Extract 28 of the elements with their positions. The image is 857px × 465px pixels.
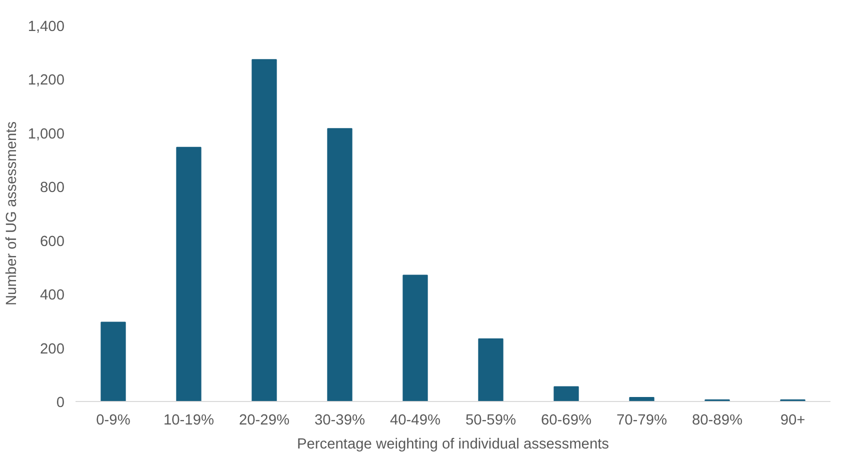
y-tick-label: 800	[40, 180, 65, 196]
y-tick-label: 1,200	[28, 72, 65, 89]
y-axis-title: Number of UG assessments	[4, 121, 20, 306]
bar	[252, 59, 277, 402]
bar	[478, 338, 504, 402]
bar	[176, 146, 202, 402]
x-tick-label: 0-9%	[96, 412, 130, 428]
y-tick-label: 1,400	[28, 19, 65, 35]
x-tick-label: 70-79%	[616, 412, 668, 428]
y-tick-label: 600	[40, 234, 65, 250]
x-tick-label: 50-59%	[465, 412, 516, 428]
x-tick-label: 40-49%	[390, 412, 441, 428]
x-axis-title: Percentage weighting of individual assessments	[296, 436, 610, 452]
x-tick-label: 60-69%	[540, 412, 592, 428]
x-tick-label: 10-19%	[163, 412, 214, 428]
x-tick-label: 90+	[780, 412, 806, 428]
x-tick-label: 20-29%	[238, 412, 290, 428]
y-tick-label: 1,000	[28, 126, 65, 142]
y-tick-label: 400	[40, 288, 65, 304]
bar	[402, 274, 428, 402]
bar	[327, 128, 352, 402]
x-tick-label: 80-89%	[692, 412, 743, 428]
y-tick-label: 200	[40, 341, 65, 358]
bar	[554, 386, 579, 402]
bar	[629, 396, 654, 402]
x-tick-label: 30-39%	[314, 412, 366, 428]
y-tick-label: 0	[56, 395, 65, 411]
bar	[100, 322, 126, 402]
